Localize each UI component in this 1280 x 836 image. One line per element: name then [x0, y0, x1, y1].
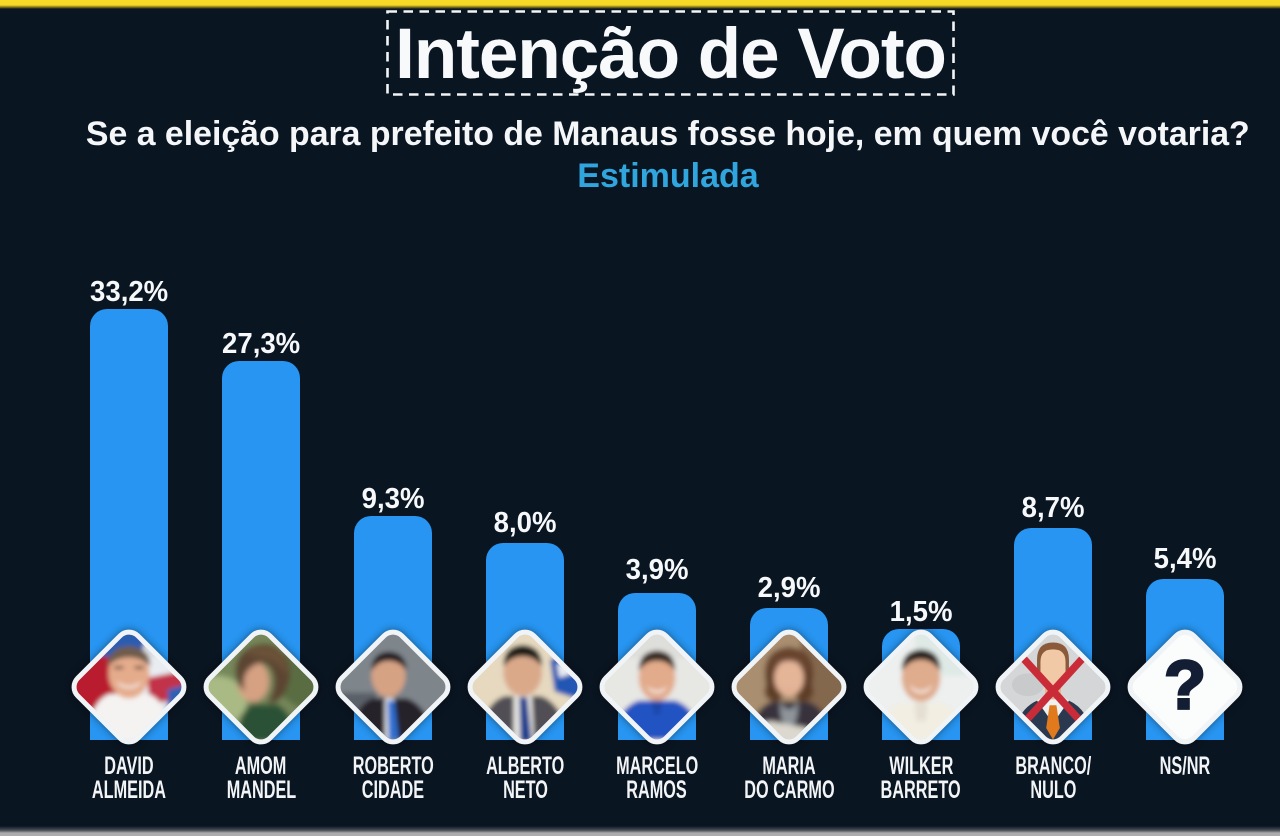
svg-text:?: ?	[1164, 648, 1206, 724]
